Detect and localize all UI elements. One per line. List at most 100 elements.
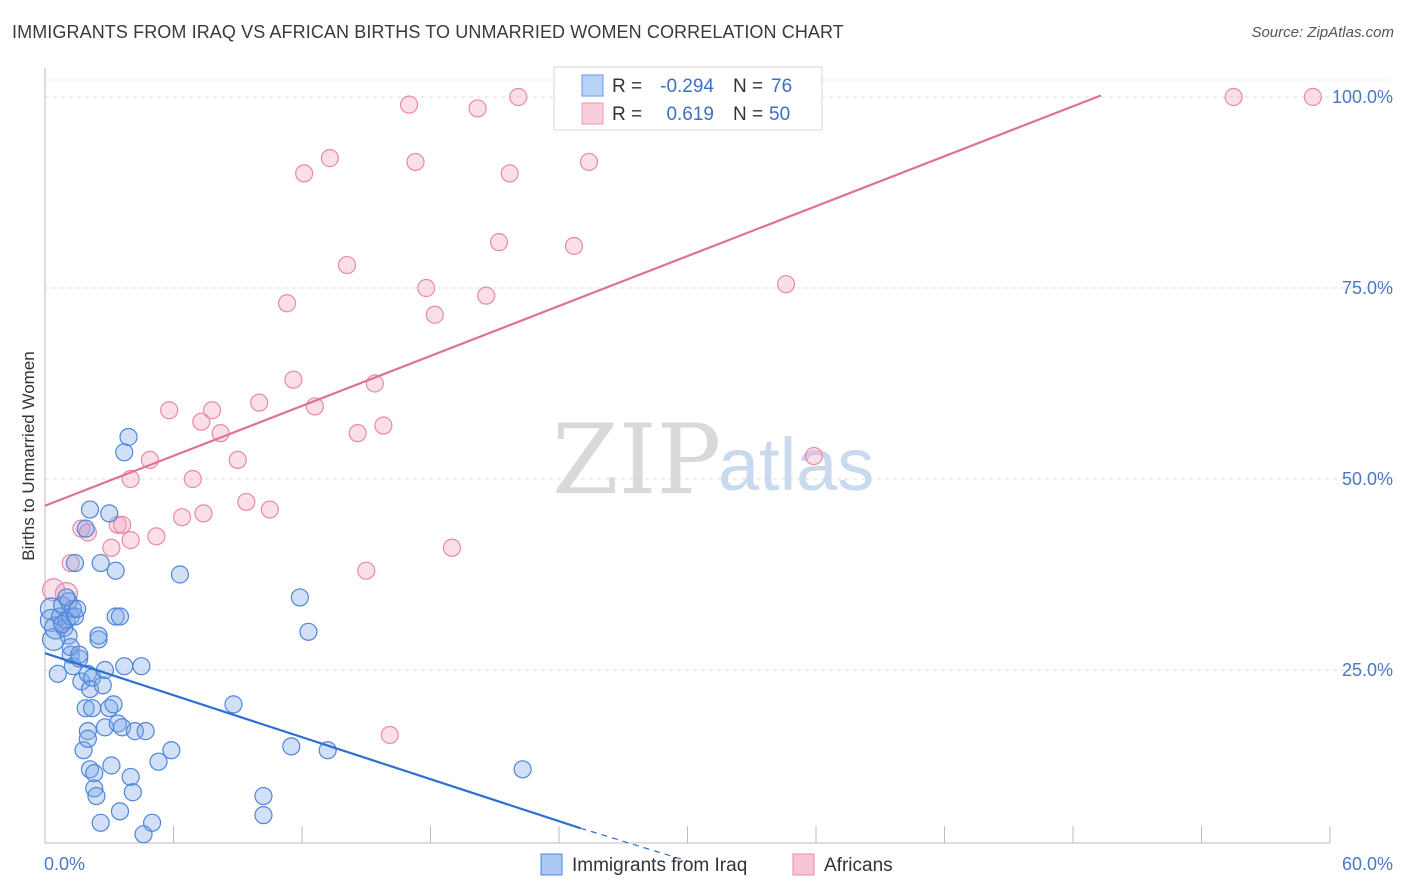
data-point-iraq <box>149 752 168 771</box>
data-point-iraq <box>39 608 64 632</box>
data-point-iraq <box>299 622 318 641</box>
bottom-legend-swatch-iraq <box>540 853 563 876</box>
data-point-africans <box>442 538 462 557</box>
data-point-africans <box>160 401 179 420</box>
data-point-iraq <box>115 657 134 676</box>
data-point-iraq <box>78 722 97 741</box>
data-point-iraq <box>70 645 89 664</box>
data-point-africans <box>417 278 436 298</box>
legend-r-value-iraq: -0.294 <box>660 76 714 97</box>
data-point-africans <box>1224 87 1243 107</box>
data-point-africans <box>277 294 297 313</box>
data-point-iraq <box>254 786 273 806</box>
data-point-iraq <box>254 806 273 825</box>
data-point-iraq <box>132 657 151 676</box>
data-point-iraq <box>83 699 102 718</box>
legend-r-label-africans: R = <box>612 104 642 125</box>
x-tick-labels: 0.0% 60.0% <box>44 854 1393 874</box>
data-point-iraq <box>100 504 119 523</box>
watermark-zip: ZIP <box>552 404 721 516</box>
data-point-africans <box>509 87 528 107</box>
data-point-iraq <box>102 756 121 775</box>
data-point-africans <box>399 95 419 114</box>
data-point-iraq <box>89 630 108 649</box>
x-tick-label-max: 60.0% <box>1342 854 1393 874</box>
chart-title: IMMIGRANTS FROM IRAQ VS AFRICAN BIRTHS T… <box>12 22 844 42</box>
data-point-iraq <box>48 664 67 683</box>
data-point-africans <box>489 233 509 252</box>
y-tick-label: 25.0% <box>1342 660 1393 680</box>
data-point-africans <box>172 508 192 527</box>
data-point-africans <box>776 275 796 294</box>
data-point-africans <box>112 515 132 534</box>
y-tick-label: 75.0% <box>1342 278 1393 298</box>
data-point-africans <box>320 149 339 168</box>
data-point-iraq <box>76 519 95 538</box>
watermark-atlas: atlas <box>718 423 874 506</box>
data-point-africans <box>237 492 256 512</box>
bottom-legend-label-iraq: Immigrants from Iraq <box>572 855 747 876</box>
data-point-iraq <box>78 729 97 748</box>
data-point-iraq <box>65 553 85 573</box>
data-point-africans <box>121 531 140 550</box>
data-point-africans <box>250 393 269 412</box>
data-point-iraq <box>74 741 93 760</box>
data-point-iraq <box>224 695 243 714</box>
data-point-africans <box>202 401 222 420</box>
top-legend: R = -0.294 N = 76 R = 0.619 N = 50 <box>553 66 823 131</box>
trend-line-africans <box>44 94 1102 507</box>
data-point-iraq <box>121 767 140 787</box>
data-point-africans <box>564 236 584 256</box>
data-point-iraq <box>119 427 138 447</box>
axes <box>44 68 1331 844</box>
data-point-iraq <box>53 615 72 634</box>
data-point-iraq <box>513 760 532 779</box>
data-point-iraq <box>59 626 78 645</box>
data-point-africans <box>228 450 247 469</box>
data-point-iraq <box>110 607 130 626</box>
data-point-africans <box>41 578 66 602</box>
data-point-iraq <box>162 741 181 760</box>
legend-swatch-iraq <box>581 74 604 97</box>
data-point-iraq <box>93 676 112 695</box>
data-point-iraq <box>76 699 95 718</box>
data-point-africans <box>260 500 279 519</box>
data-point-iraq <box>91 813 110 832</box>
y-tick-label: 50.0% <box>1342 469 1393 489</box>
legend-swatch-africans <box>581 102 604 125</box>
data-point-iraq <box>125 722 145 741</box>
data-point-africans <box>102 538 121 557</box>
data-point-africans <box>337 255 357 275</box>
data-point-africans <box>183 469 202 489</box>
data-point-iraq <box>87 786 106 806</box>
data-point-africans <box>425 305 444 324</box>
legend-r-label-iraq: R = <box>612 76 642 97</box>
bottom-legend-swatch-africans <box>792 853 815 876</box>
series-iraq-points <box>39 427 532 844</box>
data-point-africans <box>500 164 519 183</box>
data-point-africans <box>147 527 166 546</box>
series-africans-points <box>41 87 1322 745</box>
data-point-africans <box>468 99 487 118</box>
data-point-iraq <box>115 443 134 462</box>
data-point-iraq <box>110 802 130 821</box>
trend-lines <box>44 94 1102 862</box>
legend-n-value-africans: 50 <box>769 104 790 125</box>
data-point-africans <box>374 416 393 435</box>
data-point-iraq <box>68 599 87 618</box>
data-point-iraq <box>104 695 123 714</box>
data-point-iraq <box>91 553 110 573</box>
data-point-africans <box>61 553 80 573</box>
y-tick-label: 100.0% <box>1332 87 1393 107</box>
data-point-iraq <box>85 764 104 783</box>
data-point-iraq <box>57 588 76 607</box>
data-point-iraq <box>142 813 162 832</box>
trend-line-iraq-extension <box>580 827 688 862</box>
data-point-africans <box>804 446 823 466</box>
data-point-africans <box>380 725 399 745</box>
data-point-iraq <box>89 626 108 645</box>
data-point-africans <box>284 370 303 389</box>
bottom-legend-label-africans: Africans <box>824 855 893 876</box>
legend-n-label-iraq: N = <box>733 76 763 97</box>
